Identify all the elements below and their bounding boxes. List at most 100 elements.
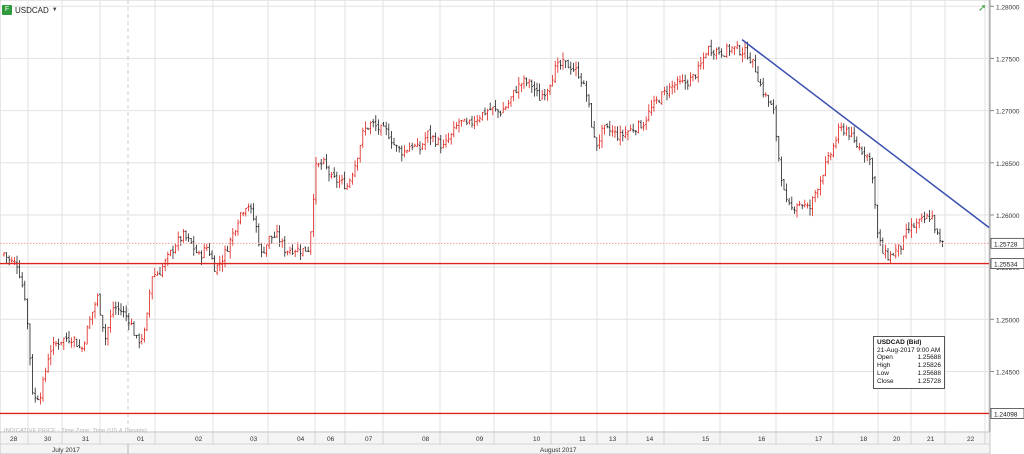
candle bbox=[845, 125, 848, 136]
candle bbox=[548, 84, 552, 96]
candle bbox=[806, 202, 809, 209]
candle bbox=[785, 183, 788, 203]
candle bbox=[853, 126, 856, 143]
candle bbox=[819, 176, 822, 196]
candle bbox=[411, 142, 414, 151]
candle bbox=[473, 116, 476, 130]
candle bbox=[307, 246, 310, 253]
candle bbox=[182, 229, 185, 243]
candle bbox=[600, 124, 604, 149]
candle bbox=[119, 303, 123, 316]
candle bbox=[41, 376, 45, 402]
candle bbox=[28, 323, 32, 366]
candle bbox=[114, 301, 117, 315]
candle bbox=[925, 213, 929, 219]
candle bbox=[322, 157, 325, 165]
candle bbox=[294, 249, 297, 258]
candle bbox=[769, 100, 773, 105]
candle bbox=[171, 245, 175, 260]
candle bbox=[577, 61, 580, 79]
candle bbox=[273, 231, 276, 238]
trendline bbox=[741, 39, 990, 229]
candle bbox=[426, 130, 429, 143]
candle bbox=[814, 190, 817, 203]
candle bbox=[309, 231, 312, 255]
candle bbox=[369, 121, 372, 135]
candle bbox=[127, 312, 130, 331]
candle bbox=[496, 109, 500, 119]
candle bbox=[265, 244, 268, 257]
candle bbox=[299, 244, 302, 260]
candle bbox=[697, 61, 700, 83]
candle bbox=[788, 197, 791, 206]
candle bbox=[855, 136, 858, 149]
candle bbox=[920, 213, 923, 223]
candle bbox=[101, 315, 104, 332]
y-tick-label: 1.25000 bbox=[996, 317, 1020, 324]
y-tick-label: 1.28000 bbox=[996, 4, 1020, 11]
candle bbox=[702, 52, 705, 70]
candle bbox=[96, 293, 99, 307]
candle bbox=[333, 167, 336, 178]
candle bbox=[517, 77, 520, 99]
candle bbox=[886, 247, 890, 261]
candle bbox=[941, 240, 944, 248]
candle bbox=[483, 107, 487, 116]
candle bbox=[343, 171, 346, 190]
candle bbox=[499, 110, 502, 117]
x-tick-label: 15 bbox=[702, 436, 710, 443]
candle bbox=[756, 66, 760, 82]
expand-arrow-icon[interactable]: ➚ bbox=[978, 3, 987, 14]
x-tick-label: 18 bbox=[860, 436, 868, 443]
candle bbox=[340, 174, 344, 185]
candle bbox=[86, 325, 89, 345]
chevron-down-icon[interactable]: ▼ bbox=[51, 7, 58, 13]
candle bbox=[286, 250, 289, 256]
candle bbox=[335, 171, 338, 188]
candle bbox=[793, 206, 796, 214]
candle bbox=[49, 345, 52, 366]
candle bbox=[106, 326, 110, 346]
candle bbox=[385, 121, 388, 136]
tooltip-row-value: 1.25826 bbox=[917, 362, 942, 369]
candle bbox=[262, 246, 266, 254]
candle bbox=[73, 336, 76, 348]
candle bbox=[515, 85, 518, 94]
candle bbox=[673, 81, 676, 93]
candle bbox=[569, 61, 572, 75]
candle bbox=[928, 209, 931, 223]
candle bbox=[158, 267, 162, 276]
tooltip-row-value: 1.25728 bbox=[917, 378, 942, 385]
candle bbox=[21, 271, 24, 288]
chart-badge-icon[interactable]: F bbox=[2, 5, 12, 15]
y-tick-label: 1.26000 bbox=[996, 213, 1020, 220]
x-tick-label: 04 bbox=[297, 436, 305, 443]
candle bbox=[444, 134, 448, 148]
candle bbox=[421, 143, 424, 150]
candle bbox=[606, 123, 609, 129]
candle bbox=[522, 75, 526, 89]
candle bbox=[936, 228, 939, 235]
candle bbox=[317, 163, 320, 168]
candle bbox=[489, 102, 492, 111]
candle bbox=[143, 327, 146, 343]
candle bbox=[431, 134, 435, 143]
candle bbox=[668, 83, 671, 98]
symbol-label[interactable]: USDCAD bbox=[15, 5, 49, 15]
x-tick-label: 22 bbox=[967, 436, 975, 443]
tooltip-row-label: Low bbox=[877, 370, 889, 377]
candle bbox=[257, 223, 260, 247]
tooltip-time: 21-Aug-2017 9:00 AM bbox=[877, 347, 941, 354]
candle bbox=[684, 74, 687, 90]
candle bbox=[325, 153, 328, 170]
candle bbox=[572, 62, 575, 72]
candle bbox=[582, 80, 585, 85]
candle bbox=[647, 104, 650, 122]
x-tick-label: 17 bbox=[815, 436, 823, 443]
candle bbox=[621, 129, 624, 142]
candle bbox=[372, 118, 375, 128]
candle bbox=[491, 106, 494, 116]
candle bbox=[863, 146, 866, 163]
y-tick-label: 1.27500 bbox=[996, 56, 1020, 63]
